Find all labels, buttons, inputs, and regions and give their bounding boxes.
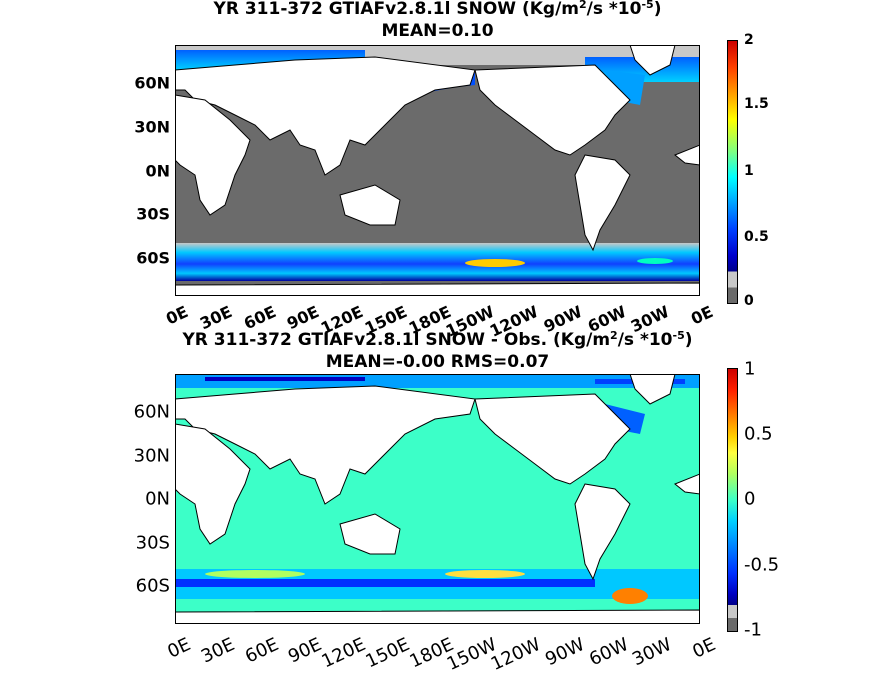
panel2-xtick: 90W xyxy=(542,634,588,671)
panel2-antarctica xyxy=(175,609,700,624)
panel2-colorbar-tick: 0.5 xyxy=(744,423,773,445)
panel2-xtick: 0E xyxy=(689,634,719,663)
panel1-frame xyxy=(175,45,700,296)
panel2-colorbar-tick: -1 xyxy=(744,619,762,641)
panel2-south-america xyxy=(574,483,631,581)
panel1-colorbar-tick: 0.5 xyxy=(744,229,769,245)
panel2-xtick: 150E xyxy=(362,634,413,673)
panel2-xtick: 60E xyxy=(241,634,282,668)
panel1-north-america xyxy=(474,64,631,156)
panel1-ytick: 0N xyxy=(145,161,170,181)
panel2-colorbar xyxy=(727,368,738,632)
panel2-colorbar-tick: 0 xyxy=(744,488,756,510)
panel2-southern-negative xyxy=(175,579,595,587)
panel2-ytick: 0N xyxy=(145,488,170,510)
panel2-xtick: 120E xyxy=(318,634,369,673)
panel1-colorbar-tick: 1 xyxy=(744,163,754,179)
panel1-ytick: 30S xyxy=(136,204,170,224)
panel1-antarctica xyxy=(175,282,700,296)
panel1-colorbar-tick: 0 xyxy=(744,293,754,309)
panel2-australia xyxy=(339,513,401,555)
panel2-greenland xyxy=(629,374,676,405)
panel2-title-line2: MEAN=-0.00 RMS=0.07 xyxy=(325,352,550,372)
panel1-title-line1: YR 311-372 GTIAFv2.8.1l SNOW (Kg/m2/s *1… xyxy=(213,0,662,19)
panel2-africa-east xyxy=(674,473,700,495)
panel1-y-axis: 60N 30N 0N 30S 60S xyxy=(100,45,170,296)
panel1-ytick: 30N xyxy=(134,117,170,137)
panel1-ytick: 60S xyxy=(136,248,170,268)
panel2-ytick: 60S xyxy=(135,575,170,597)
panel2-map xyxy=(175,374,700,624)
panel1-map xyxy=(175,45,700,296)
panel1-africa-east xyxy=(674,144,700,166)
panel2-frame xyxy=(175,374,700,624)
panel2-colorbar-tick: -0.5 xyxy=(744,554,780,576)
panel1-south-america xyxy=(574,154,631,252)
panel2-xtick: 60W xyxy=(586,634,632,671)
panel2-ytick: 60N xyxy=(133,401,170,423)
panel2-xtick: 90E xyxy=(284,634,325,668)
panel2-xtick: 0E xyxy=(164,634,194,663)
panel2-ytick: 30N xyxy=(133,445,170,467)
panel1-xtick: 60E xyxy=(240,302,280,334)
panel1-southern-hotspot xyxy=(465,259,525,267)
panel2-xtick: 180E xyxy=(406,634,457,673)
panel1-xtick: 0E xyxy=(163,302,192,329)
panel2-colorbar-tick: 1 xyxy=(744,358,756,380)
panel1-colorbar xyxy=(727,40,738,304)
panel2-xtick: 120W xyxy=(487,634,544,675)
panel1-xtick: 0E xyxy=(688,302,717,329)
panel1-australia xyxy=(339,184,401,226)
panel2-southern-positive xyxy=(205,570,305,578)
panel1-xtick: 90E xyxy=(283,302,323,334)
panel2-southern-hot xyxy=(612,588,648,604)
panel2-africa xyxy=(175,423,251,545)
panel2-title-line1: YR 311-372 GTIAFv2.8.1l SNOW - Obs. (Kg/… xyxy=(182,329,693,350)
panel2-xtick: 150W xyxy=(443,634,500,675)
panel2-ytick: 30S xyxy=(135,532,170,554)
panel2-xtick: 30W xyxy=(629,634,675,671)
panel2-xtick: 30E xyxy=(197,634,238,668)
panel1-ytick: 60N xyxy=(134,73,170,93)
panel1-greenland xyxy=(629,45,676,76)
panel2-southern-positive2 xyxy=(445,570,525,578)
panel1-title-line2: MEAN=0.10 xyxy=(381,21,494,41)
panel1-southern-hotspot2 xyxy=(637,258,673,264)
panel1-colorbar-tick: 1.5 xyxy=(744,96,769,112)
panel1-southern-band xyxy=(175,243,700,281)
panel2-y-axis: 60N 30N 0N 30S 60S xyxy=(100,374,170,624)
panel1-colorbar-tick: 2 xyxy=(744,32,754,48)
panel2-north-america xyxy=(474,393,631,485)
panel1-africa xyxy=(175,94,251,216)
panel1-xtick: 30E xyxy=(196,302,236,334)
panel2-arctic-negative xyxy=(205,377,365,381)
